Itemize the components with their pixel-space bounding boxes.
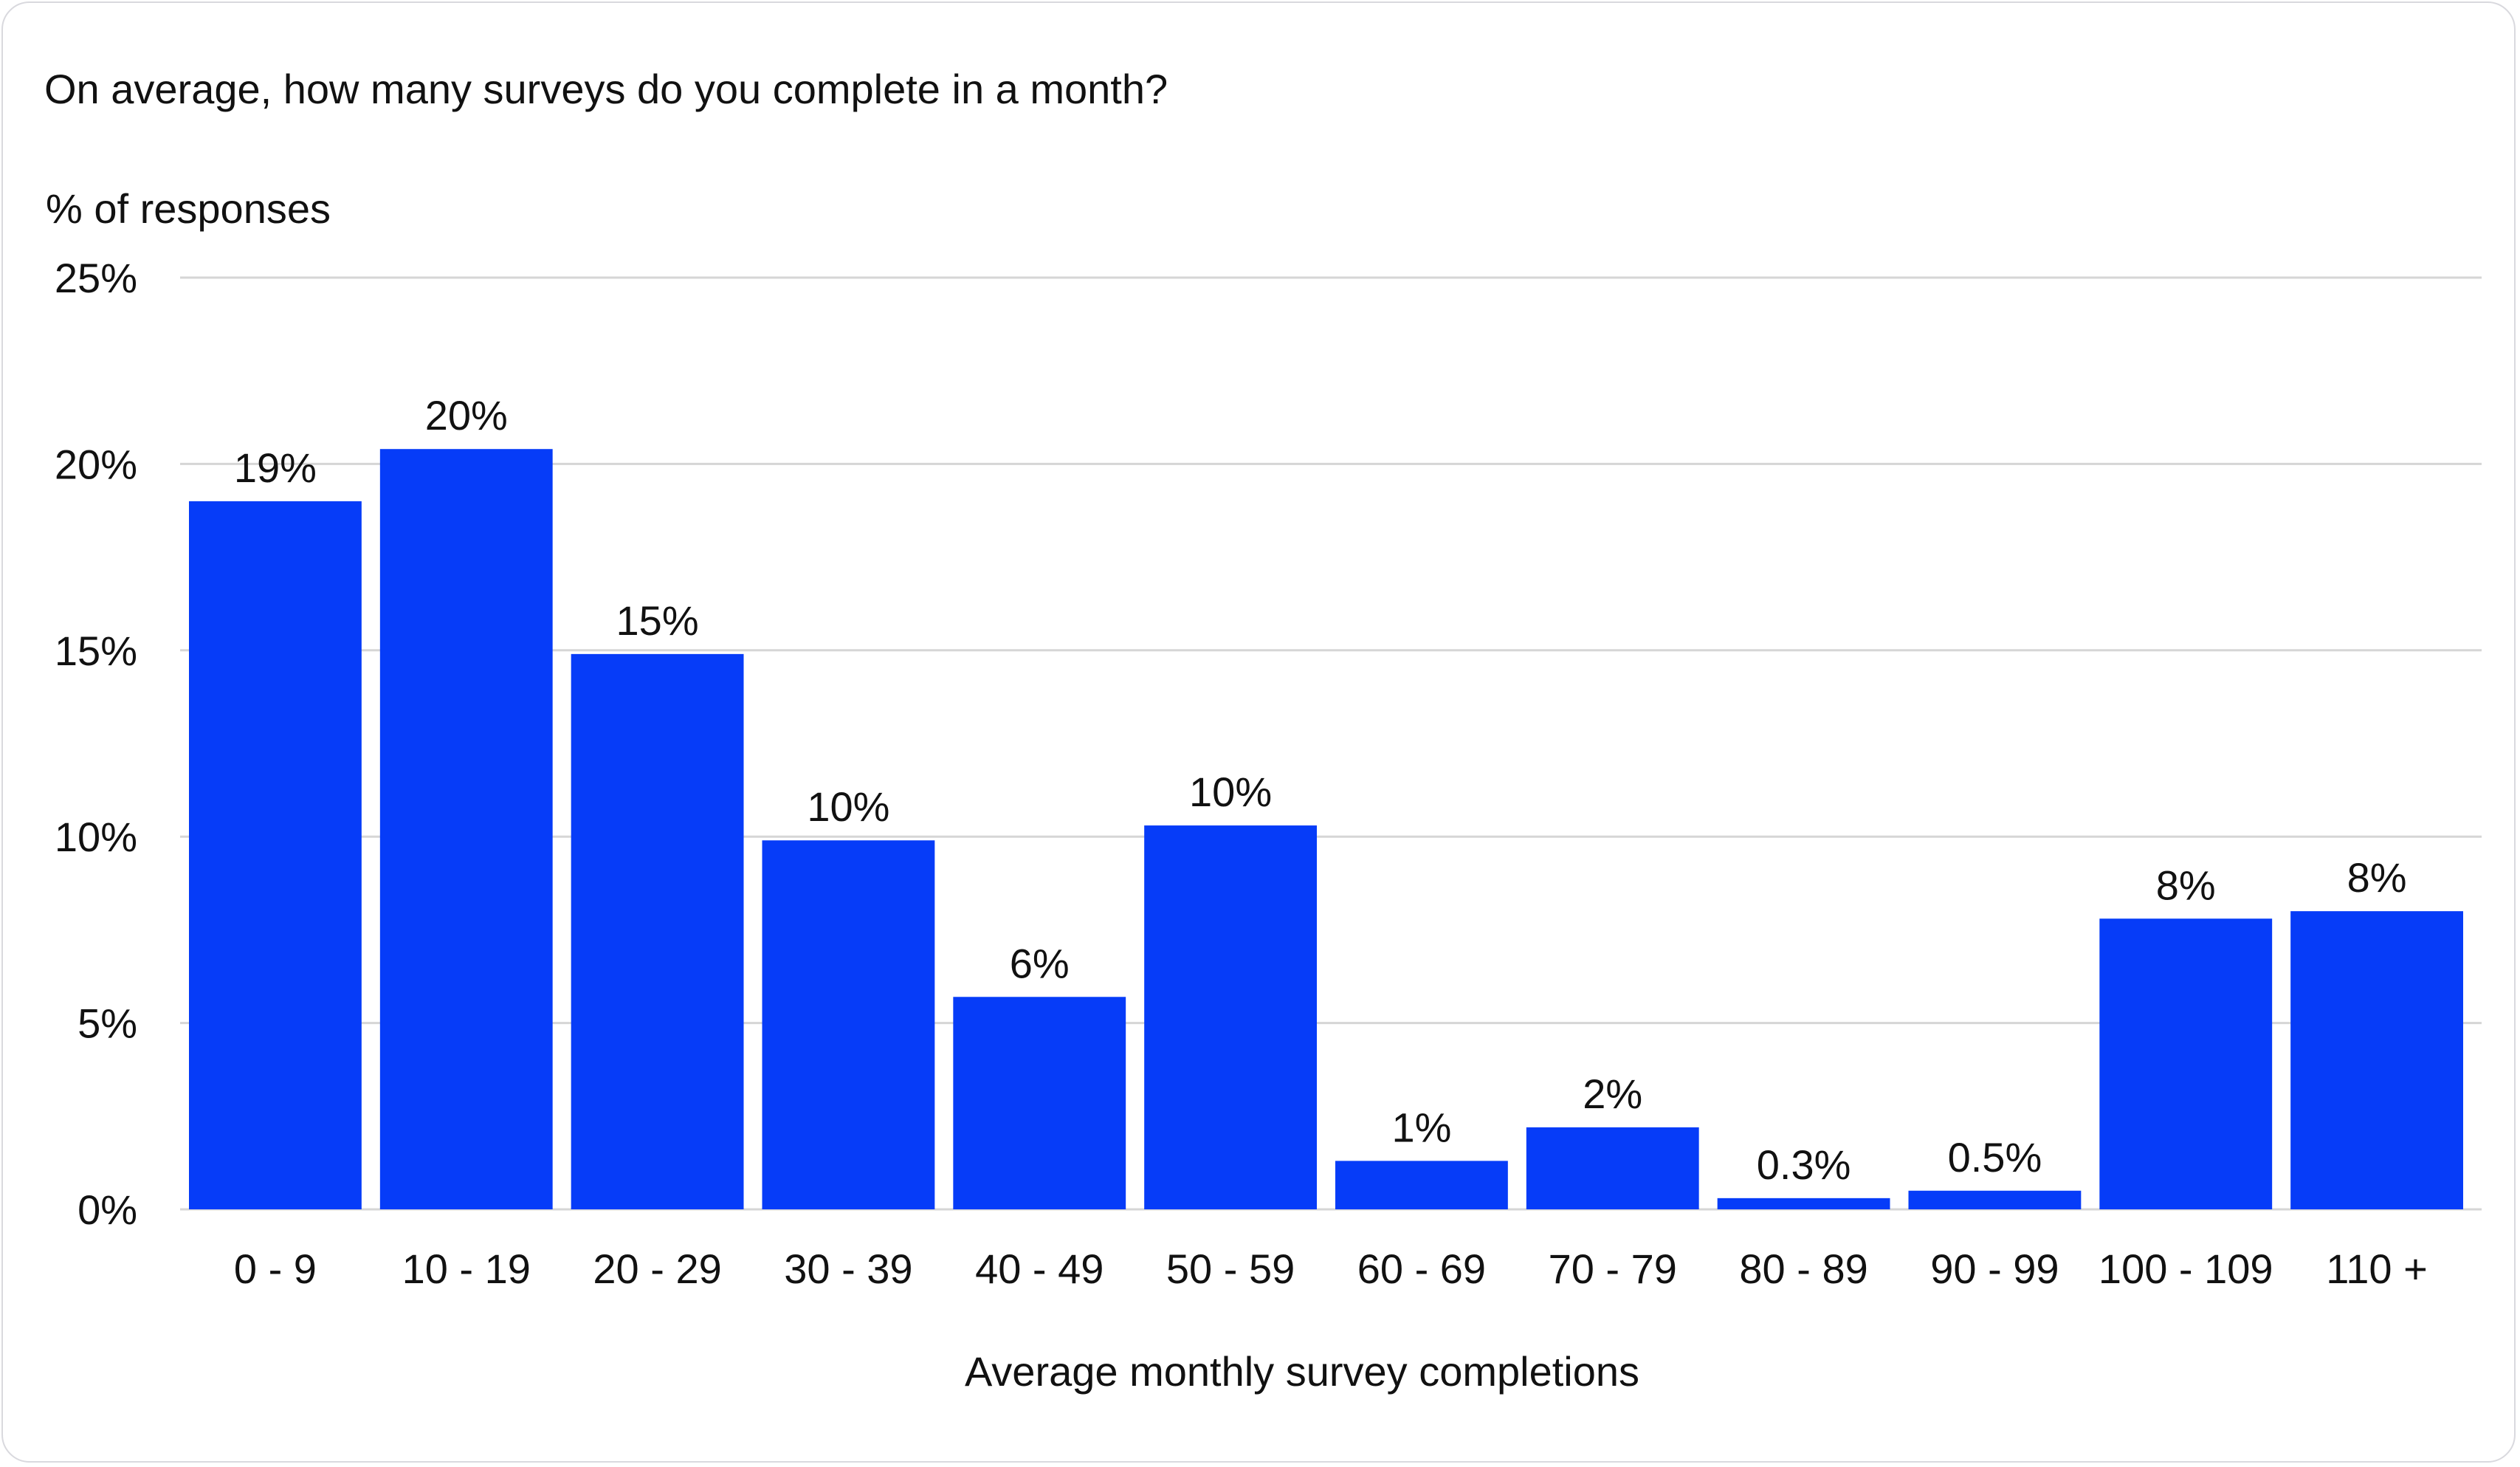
gridlines	[180, 276, 2482, 1211]
y-tick-label: 0%	[78, 1186, 137, 1233]
bar-value-label: 8%	[2347, 854, 2407, 901]
bar-value-label: 10%	[807, 783, 889, 830]
y-tick-label: 5%	[78, 1000, 137, 1047]
bar	[1335, 1161, 1508, 1209]
y-axis-ticks: 0% 5% 10% 15% 20% 25%	[55, 255, 137, 1233]
bar	[1144, 825, 1317, 1209]
x-tick-label: 110 +	[2326, 1246, 2428, 1292]
data-labels: 19% 20% 15% 10% 6% 10% 1% 2% 0.3% 0.5% 8% 8%	[234, 392, 2407, 1188]
y-tick-label: 10%	[55, 814, 137, 860]
x-tick-label: 20 - 29	[593, 1246, 721, 1292]
bar	[1908, 1190, 2082, 1209]
x-tick-label: 80 - 89	[1739, 1246, 1867, 1292]
bar	[953, 997, 1126, 1209]
bar	[379, 449, 553, 1209]
bar	[2290, 911, 2463, 1209]
y-tick-label: 20%	[55, 441, 137, 487]
bar	[2099, 918, 2273, 1209]
bar-value-label: 10%	[1189, 769, 1272, 815]
bar	[571, 653, 744, 1209]
bar-value-label: 15%	[616, 597, 699, 644]
bar-value-label: 1%	[1391, 1104, 1451, 1150]
x-tick-label: 100 - 109	[2099, 1246, 2273, 1292]
x-tick-label: 90 - 99	[1930, 1246, 2059, 1292]
x-axis-ticks: 0 - 9 10 - 19 20 - 29 30 - 39 40 - 49 50 - 59…	[234, 1246, 2428, 1292]
x-tick-label: 70 - 79	[1549, 1246, 1677, 1292]
chart-title: On average, how many surveys do you comp…	[44, 66, 1168, 112]
bar-value-label: 0.5%	[1948, 1134, 2042, 1181]
x-tick-label: 40 - 49	[975, 1246, 1104, 1292]
x-tick-label: 50 - 59	[1166, 1246, 1295, 1292]
x-axis-label: Average monthly survey completions	[965, 1348, 1639, 1395]
bar	[1526, 1127, 1699, 1209]
bar-value-label: 20%	[425, 392, 508, 439]
x-tick-label: 0 - 9	[234, 1246, 317, 1292]
bar	[189, 501, 362, 1209]
bar-value-label: 8%	[2156, 862, 2216, 908]
x-tick-label: 60 - 69	[1357, 1246, 1486, 1292]
bar-value-label: 6%	[1010, 940, 1070, 986]
bar	[762, 840, 935, 1209]
bar	[1717, 1198, 1890, 1209]
bar-value-label: 2%	[1583, 1071, 1642, 1117]
y-tick-label: 15%	[55, 628, 137, 674]
y-tick-label: 25%	[55, 255, 137, 301]
y-axis-label: % of responses	[46, 185, 331, 232]
x-tick-label: 30 - 39	[784, 1246, 912, 1292]
bar-value-label: 19%	[234, 444, 317, 491]
x-tick-label: 10 - 19	[402, 1246, 531, 1292]
bar-value-label: 0.3%	[1757, 1141, 1851, 1188]
bars	[189, 449, 2463, 1209]
